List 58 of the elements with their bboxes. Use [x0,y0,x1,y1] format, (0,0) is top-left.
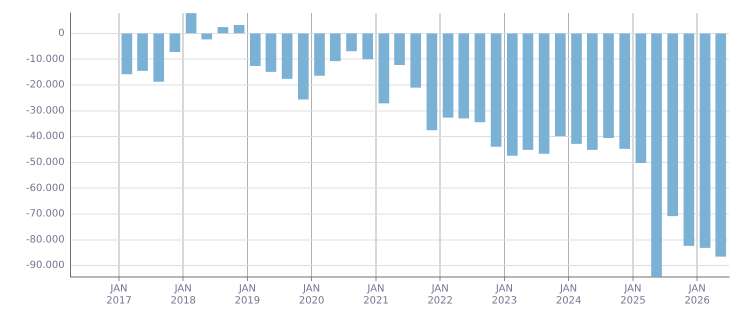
x-tick-label: JAN 2019 [234,284,260,307]
bar [667,34,678,216]
y-tick-label: -70.000 [26,208,65,220]
bar [153,34,164,82]
bar [234,25,244,34]
bar [378,34,390,104]
bar [250,34,261,66]
y-tick-label: -80.000 [26,234,65,246]
y-tick-label: -50.000 [26,157,65,168]
bar [426,34,438,130]
x-tick-label: JAN 2017 [106,284,132,307]
bar [715,34,726,257]
y-tick-label: -40.000 [26,131,65,142]
bar [137,34,148,71]
y-tick-label: 0 [58,28,65,39]
x-tick-label: JAN 2018 [170,284,196,307]
bar [474,34,486,122]
bar [122,34,132,74]
x-tick-label: JAN 2020 [298,284,324,307]
bar [458,34,470,118]
bar [603,34,614,138]
x-tick-label: JAN 2023 [492,284,518,307]
bar [490,34,502,147]
bar [170,34,180,52]
bar [394,34,405,65]
bar [586,34,598,150]
bar [538,34,550,154]
bar [346,34,357,52]
x-tick-label: JAN 2021 [363,284,389,307]
y-tick-label: -10.000 [26,54,65,65]
bar [298,34,309,100]
y-tick-label: -90.000 [26,260,65,272]
bar [636,34,646,164]
y-tick-label: -30.000 [26,105,65,116]
bar [684,34,694,246]
y-tick-label: -20.000 [26,80,65,91]
bar [700,34,710,248]
x-tick-label: JAN 2026 [684,284,710,307]
bar [218,27,228,34]
y-tick-label: -60.000 [26,182,65,194]
bar [186,13,196,34]
bar [571,34,582,144]
bar [314,34,325,76]
bar [266,34,276,72]
bar [282,34,292,79]
x-tick-label: JAN 2025 [620,284,646,307]
bar [554,34,566,136]
x-tick-label: JAN 2024 [556,284,582,307]
bar [522,34,534,150]
bar [201,34,212,40]
bar [506,34,518,156]
bar [362,34,374,60]
x-tick-label: JAN 2022 [427,284,453,307]
bar [651,34,662,276]
bar [442,34,454,118]
bar [619,34,630,149]
bar [410,34,422,88]
bar [330,34,341,62]
